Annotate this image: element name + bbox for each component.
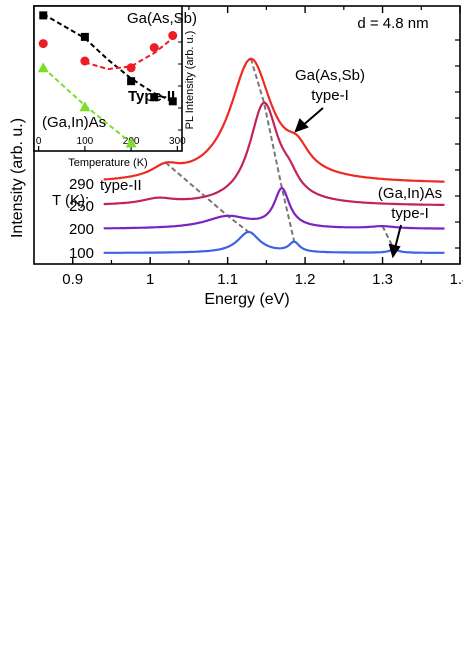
inset-legend-gainas: (Ga,In)As [42,114,106,131]
inset-x-tick-label: 100 [77,136,94,147]
gainas-label-line1: (Ga,In)As [378,185,442,202]
inset-frame [33,5,183,152]
inset-x-tick-label: 0 [36,136,42,147]
temp-label-290: 290 [69,176,94,193]
inset-fit-ga-as-sb- [84,37,174,71]
inset-x-title: Temperature (K) [68,157,147,169]
inset-point-type-ii [80,32,89,41]
inset-point-type-ii [150,93,159,102]
temp-label-100: 100 [69,245,94,262]
x-tick-label: 1 [146,271,154,288]
gaassb-arrow [294,107,324,133]
x-axis-title: Energy (eV) [204,291,289,308]
inset-point-ga-as-sb [168,31,178,41]
thickness-label: d = 4.8 nm [357,15,428,32]
inset-y-title: PL Intensity (arb. u.) [184,31,196,130]
inset-point-ga-in-as [37,62,49,73]
gainas-arrow [388,224,402,259]
inset-point-type-ii [39,11,48,20]
inset-point-type-ii [168,97,177,106]
main-axes: 0.9 1 1.1 1.2 1.3 1.4 [62,6,463,288]
gainas-label-line2: type-I [391,205,429,222]
gaassb-arrowhead [294,118,309,133]
gainas-arrowhead [388,243,401,259]
legend-title: T (K): [52,192,89,209]
inset-markers [37,11,178,148]
inset-legend-gaassb: Ga(As,Sb) [127,10,197,27]
spectrum-line-200k [103,186,445,230]
inset-point-ga-as-sb [38,39,48,49]
y-axis-title: Intensity (arb. u.) [9,118,26,238]
x-tick-label: 0.9 [62,271,83,288]
inset-point-ga-as-sb [80,56,90,66]
inset-point-ga-in-as [125,137,137,148]
spectrum-line-100k [103,230,445,254]
x-tick-label: 1.1 [217,271,238,288]
x-tick-label: 1.2 [295,271,316,288]
inset-point-ga-in-as [79,101,91,112]
temp-label-200: 200 [69,221,94,238]
type-ii-label: type-II [100,177,142,194]
inset-x-tick-label: 300 [169,136,186,147]
inset-point-ga-as-sb [126,63,136,73]
x-tick-label: 1.3 [372,271,393,288]
gaassb-label-line2: type-I [311,87,349,104]
spectrum-line-290k [103,57,445,183]
gainas-trend-guide [381,225,396,251]
temp-label-250: 250 [69,198,94,215]
x-tick-label: 1.4 [450,271,463,288]
inset-point-ga-as-sb [149,43,159,53]
spectrum-line-250k [103,101,445,206]
spectra-curves [103,57,445,254]
gaassb-label-line1: Ga(As,Sb) [295,67,365,84]
inset-point-type-ii [127,77,136,86]
gaassb-trend-guide [249,58,296,242]
temperature-labels: 290 250 200 100 [69,176,94,262]
inset-legend-type2: Type-II [128,88,175,105]
gainas-arrow-shaft [394,224,402,249]
